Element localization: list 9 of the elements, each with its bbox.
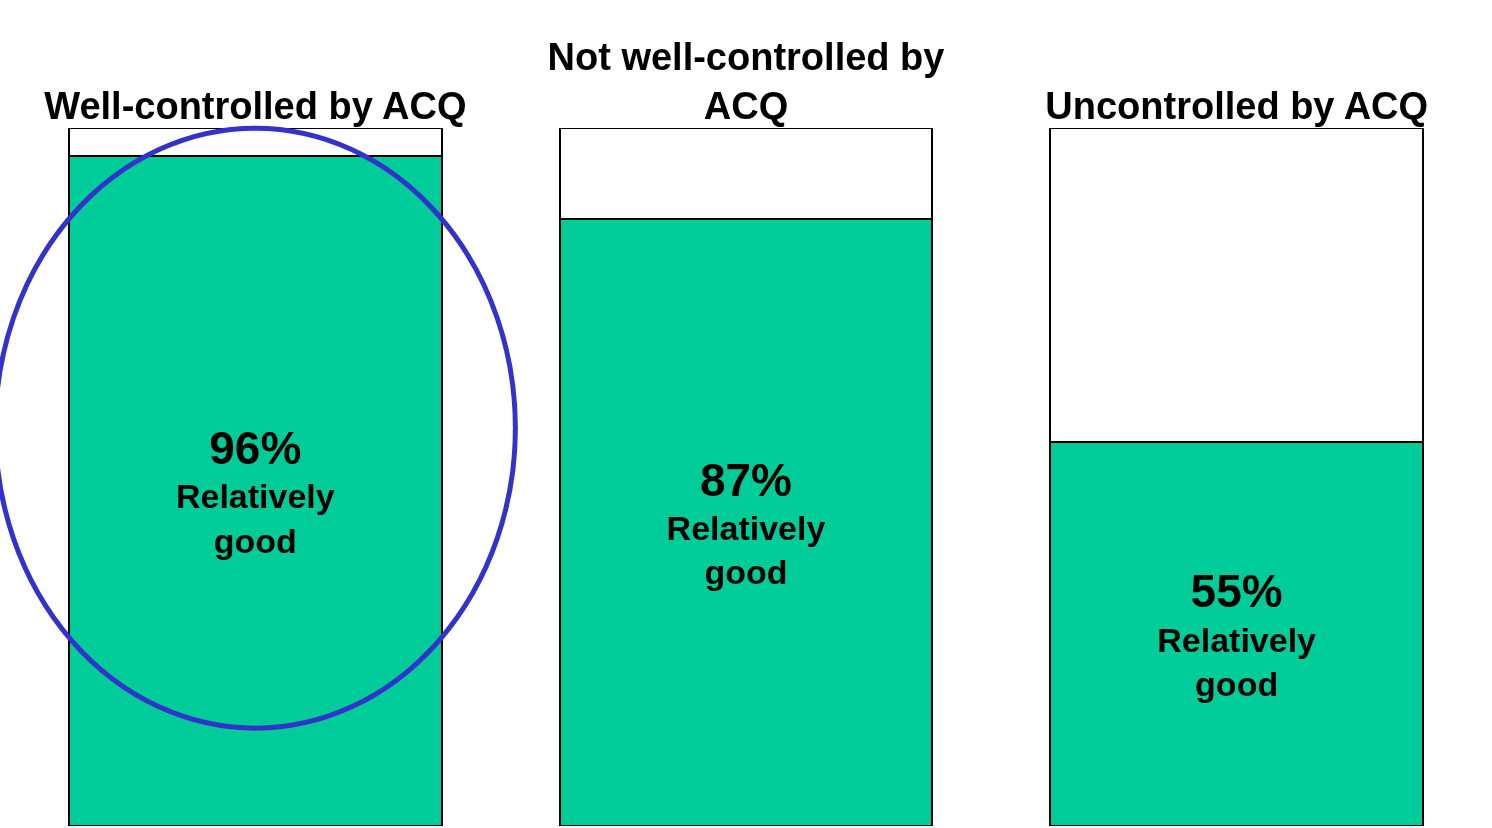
data-label: 87%: [699, 453, 792, 506]
data-label: 96%: [209, 422, 302, 475]
x-tick-label: Well-controlled by ACQ: [44, 85, 467, 128]
series-label: Relatively good: [666, 508, 826, 592]
data-label: 55%: [1190, 565, 1283, 618]
x-tick-label: Not well-controlled by ACQ: [547, 36, 945, 128]
text: Relatively good: [1157, 620, 1316, 703]
text: Relatively good: [175, 477, 335, 560]
x-tick-label: Uncontrolled by ACQ: [1045, 85, 1429, 128]
